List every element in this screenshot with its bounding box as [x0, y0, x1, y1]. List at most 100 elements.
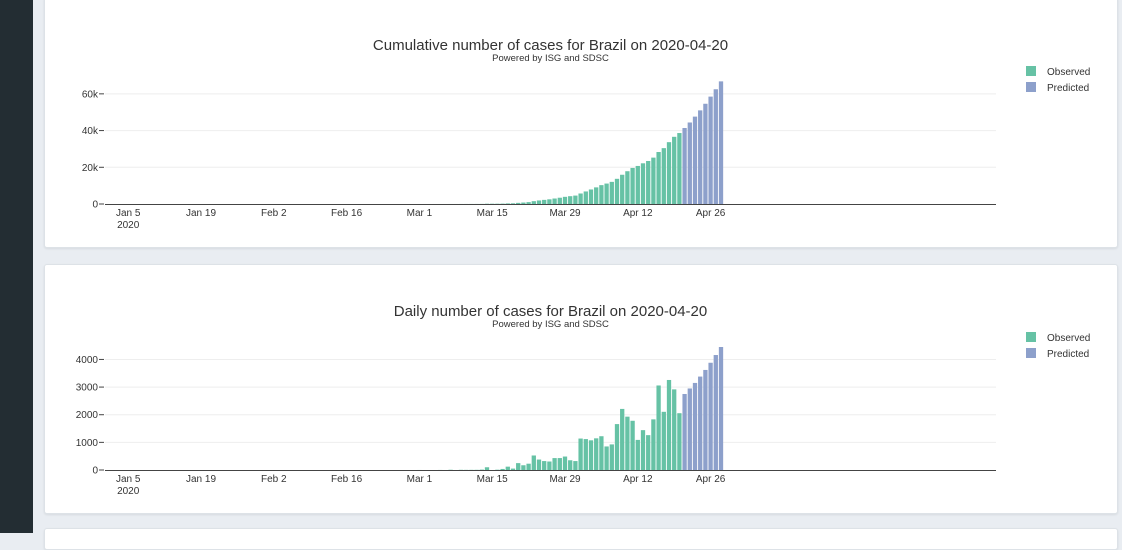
observed-bar[interactable]	[511, 203, 515, 204]
predicted-bar[interactable]	[688, 388, 692, 470]
observed-bar[interactable]	[656, 385, 660, 470]
observed-bar[interactable]	[537, 460, 541, 470]
observed-bar[interactable]	[615, 179, 619, 204]
predicted-bar[interactable]	[688, 122, 692, 204]
observed-bar[interactable]	[620, 409, 624, 470]
observed-bar[interactable]	[599, 436, 603, 470]
observed-bar[interactable]	[604, 446, 608, 470]
predicted-bar[interactable]	[698, 377, 702, 470]
predicted-bar[interactable]	[719, 347, 723, 470]
observed-bar[interactable]	[563, 197, 567, 204]
observed-bar[interactable]	[500, 469, 504, 470]
daily-cases-chart: Daily number of cases for Brazil on 2020…	[45, 265, 1117, 513]
observed-bar[interactable]	[563, 457, 567, 470]
legend-label-observed[interactable]: Observed	[1047, 67, 1090, 78]
observed-bar[interactable]	[542, 200, 546, 204]
observed-bar[interactable]	[630, 421, 634, 470]
legend-label-predicted[interactable]: Predicted	[1047, 83, 1089, 94]
observed-bar[interactable]	[589, 440, 593, 470]
observed-bar[interactable]	[506, 203, 510, 204]
predicted-bar[interactable]	[714, 89, 718, 204]
observed-bar[interactable]	[667, 142, 671, 204]
observed-bar[interactable]	[636, 440, 640, 470]
observed-bar[interactable]	[625, 171, 629, 204]
observed-bar[interactable]	[511, 469, 515, 470]
predicted-bar[interactable]	[703, 104, 707, 204]
y-tick-label: 0	[92, 466, 98, 477]
predicted-bar[interactable]	[693, 117, 697, 204]
legend-label-observed[interactable]: Observed	[1047, 333, 1090, 344]
observed-bar[interactable]	[641, 163, 645, 204]
observed-bar[interactable]	[542, 461, 546, 470]
legend-swatch-observed[interactable]	[1026, 332, 1036, 342]
observed-bar[interactable]	[630, 168, 634, 204]
observed-bar[interactable]	[558, 458, 562, 470]
x-tick-label: Apr 12	[623, 208, 653, 219]
observed-bar[interactable]	[558, 198, 562, 204]
legend-swatch-observed[interactable]	[1026, 66, 1036, 76]
observed-bar[interactable]	[662, 148, 666, 204]
predicted-bar[interactable]	[693, 383, 697, 470]
observed-bar[interactable]	[568, 196, 572, 204]
predicted-bar[interactable]	[708, 97, 712, 204]
observed-bar[interactable]	[662, 412, 666, 470]
observed-bar[interactable]	[573, 461, 577, 470]
observed-bar[interactable]	[526, 464, 530, 470]
y-tick-label: 0	[92, 200, 98, 211]
observed-bar[interactable]	[651, 419, 655, 470]
observed-bar[interactable]	[532, 455, 536, 470]
chart-title: Daily number of cases for Brazil on 2020…	[394, 303, 708, 320]
predicted-bar[interactable]	[682, 128, 686, 204]
observed-bar[interactable]	[584, 191, 588, 204]
observed-bar[interactable]	[594, 187, 598, 204]
legend-swatch-predicted[interactable]	[1026, 348, 1036, 358]
observed-bar[interactable]	[506, 467, 510, 470]
observed-bar[interactable]	[656, 152, 660, 204]
observed-bar[interactable]	[516, 203, 520, 204]
observed-bar[interactable]	[578, 439, 582, 470]
observed-bar[interactable]	[677, 133, 681, 204]
observed-bar[interactable]	[578, 194, 582, 204]
observed-bar[interactable]	[568, 460, 572, 470]
observed-bar[interactable]	[610, 444, 614, 470]
y-tick-label: 3000	[76, 383, 99, 394]
observed-bar[interactable]	[485, 467, 489, 470]
predicted-bar[interactable]	[682, 394, 686, 470]
observed-bar[interactable]	[646, 161, 650, 204]
observed-bar[interactable]	[667, 380, 671, 470]
observed-bar[interactable]	[573, 196, 577, 204]
observed-bar[interactable]	[646, 435, 650, 470]
observed-bar[interactable]	[532, 201, 536, 204]
observed-bar[interactable]	[625, 417, 629, 470]
observed-bar[interactable]	[516, 463, 520, 470]
predicted-bar[interactable]	[703, 370, 707, 470]
observed-bar[interactable]	[641, 430, 645, 470]
observed-bar[interactable]	[547, 462, 551, 470]
observed-bar[interactable]	[651, 158, 655, 204]
observed-bar[interactable]	[604, 184, 608, 204]
observed-bar[interactable]	[677, 413, 681, 470]
observed-bar[interactable]	[521, 465, 525, 470]
observed-bar[interactable]	[672, 137, 676, 204]
predicted-bar[interactable]	[714, 355, 718, 470]
observed-bar[interactable]	[636, 166, 640, 204]
predicted-bar[interactable]	[719, 81, 723, 204]
observed-bar[interactable]	[615, 424, 619, 470]
observed-bar[interactable]	[552, 458, 556, 470]
observed-bar[interactable]	[537, 200, 541, 204]
legend-label-predicted[interactable]: Predicted	[1047, 349, 1089, 360]
observed-bar[interactable]	[521, 203, 525, 204]
observed-bar[interactable]	[599, 185, 603, 204]
observed-bar[interactable]	[589, 189, 593, 204]
observed-bar[interactable]	[552, 199, 556, 204]
observed-bar[interactable]	[526, 202, 530, 204]
observed-bar[interactable]	[610, 182, 614, 204]
predicted-bar[interactable]	[698, 110, 702, 204]
predicted-bar[interactable]	[708, 363, 712, 470]
observed-bar[interactable]	[620, 175, 624, 204]
observed-bar[interactable]	[584, 439, 588, 470]
legend-swatch-predicted[interactable]	[1026, 82, 1036, 92]
observed-bar[interactable]	[594, 438, 598, 470]
observed-bar[interactable]	[672, 389, 676, 470]
observed-bar[interactable]	[547, 199, 551, 204]
